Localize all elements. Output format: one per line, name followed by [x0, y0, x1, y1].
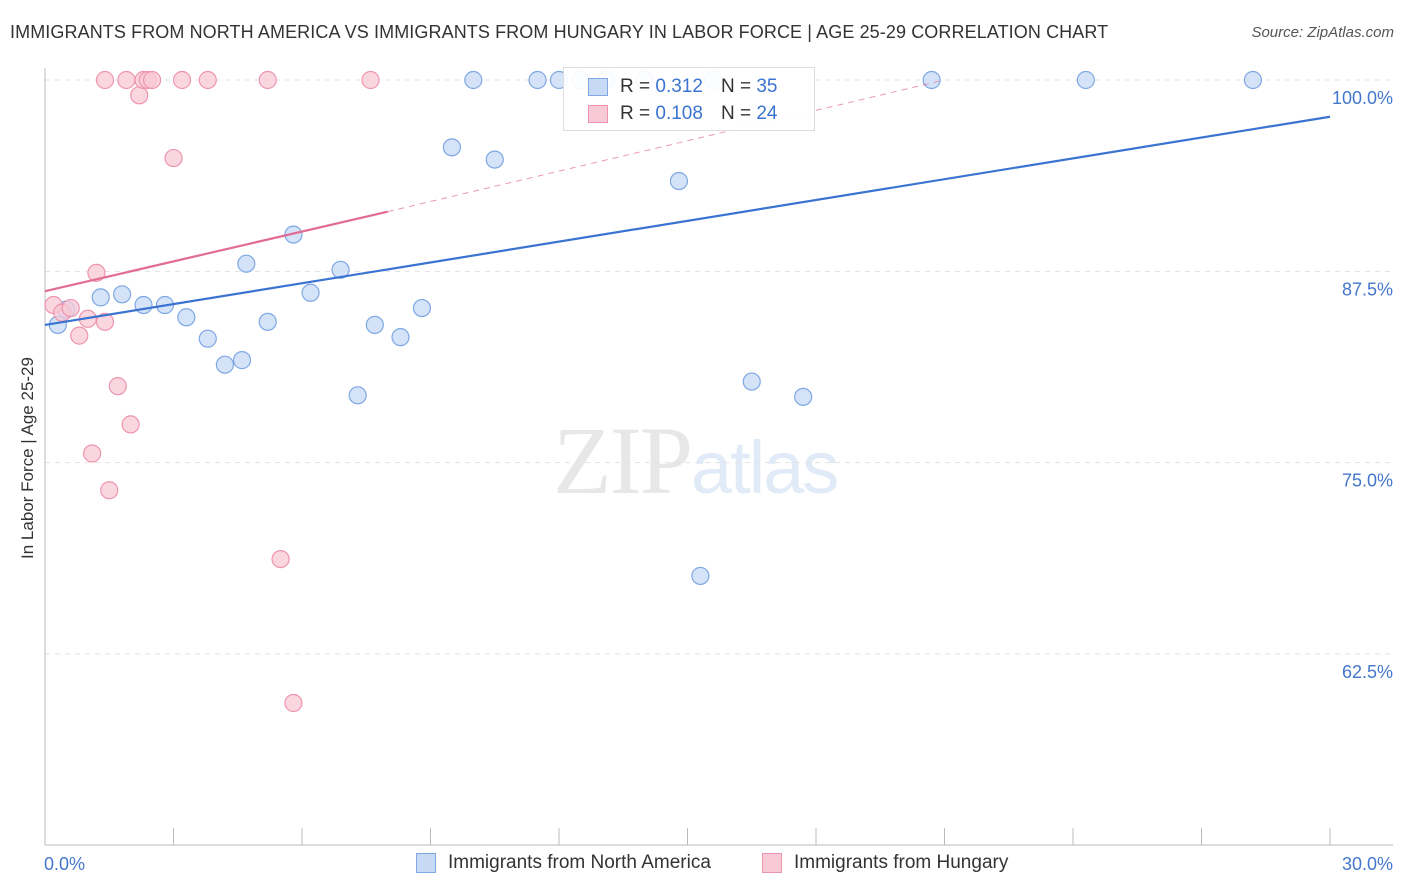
hungary-point: [70, 326, 89, 345]
hungary-point: [130, 86, 149, 105]
north-america-point: [258, 312, 277, 331]
hungary-point: [87, 263, 106, 282]
north-america-point: [301, 283, 320, 302]
y-tick-label: 100.0%: [1332, 88, 1393, 108]
hungary-point: [172, 70, 192, 90]
north-america-point: [1243, 70, 1263, 90]
hungary-point: [95, 70, 115, 90]
north-america-point: [177, 308, 196, 327]
legend-label: Immigrants from Hungary: [794, 852, 1009, 873]
hungary-point: [284, 693, 303, 713]
hungary-point: [142, 70, 162, 90]
north-america-point: [348, 386, 367, 405]
hungary-point: [108, 377, 127, 396]
hungary-point: [258, 70, 277, 90]
north-america-point: [442, 138, 462, 157]
y-tick-label: 75.0%: [1342, 471, 1393, 491]
north-america-point: [365, 315, 384, 335]
legend-r-value: 0.108: [655, 103, 703, 124]
hungary-point: [100, 481, 119, 500]
y-tick-label: 87.5%: [1342, 279, 1393, 299]
legend-n-value: 24: [756, 103, 778, 124]
north-america-point: [198, 329, 217, 348]
watermark: ZIPatlas: [553, 405, 839, 516]
north-america-point: [691, 566, 710, 586]
legend-row-hungary: R = 0.108 N = 24: [588, 101, 777, 127]
north-america-point: [669, 171, 689, 191]
north-america-point: [412, 298, 432, 318]
hungary-point: [61, 298, 80, 318]
north-america-point: [794, 387, 813, 406]
hungary-point: [83, 444, 102, 463]
legend-r-value: 0.312: [655, 76, 703, 97]
legend-item-hungary: Immigrants from Hungary: [762, 852, 1008, 874]
hungary-point: [198, 70, 217, 90]
north-america-point: [464, 70, 483, 90]
hungary-trend-line: [387, 79, 945, 213]
legend-swatch-pink: [588, 105, 608, 123]
hungary-point: [95, 312, 115, 331]
north-america-point: [91, 288, 110, 307]
hungary-point: [121, 415, 140, 434]
north-america-point: [528, 70, 547, 90]
legend-n-label: N =: [720, 103, 752, 124]
north-america-trend-line: [44, 115, 1331, 326]
watermark-atlas: atlas: [691, 426, 839, 509]
north-america-point: [391, 328, 410, 347]
legend-r-label: R =: [620, 103, 651, 124]
legend-swatch-blue: [416, 853, 436, 873]
legend-label: Immigrants from North America: [448, 852, 711, 873]
hungary-trend-line: [44, 210, 388, 293]
north-america-point: [215, 355, 234, 374]
legend-swatch-blue: [588, 78, 608, 96]
hungary-point: [271, 549, 290, 569]
hungary-point: [117, 70, 136, 90]
x-tick-label: 0.0%: [44, 854, 85, 874]
legend-swatch-pink: [762, 853, 782, 873]
watermark-zip: ZIP: [553, 407, 693, 514]
legend-n-value: 35: [756, 76, 778, 97]
chart-title: IMMIGRANTS FROM NORTH AMERICA VS IMMIGRA…: [10, 22, 1109, 42]
correlation-legend: R = 0.312 N = 35 R = 0.108 N = 24: [563, 67, 815, 131]
hungary-point: [361, 70, 380, 90]
north-america-point: [331, 260, 350, 279]
north-america-point: [237, 254, 256, 273]
legend-r-label: R =: [620, 76, 651, 97]
legend-item-north-america: Immigrants from North America: [416, 852, 711, 874]
y-tick-label: 62.5%: [1342, 662, 1393, 682]
north-america-point: [1076, 70, 1095, 90]
series-legend: Immigrants from North America Immigrants…: [0, 852, 1406, 878]
source-label: Source: ZipAtlas.com: [1251, 24, 1394, 41]
north-america-point: [232, 351, 252, 370]
north-america-point: [112, 285, 132, 304]
north-america-point: [742, 372, 761, 391]
hungary-point: [164, 148, 183, 168]
legend-row-north-america: R = 0.312 N = 35: [588, 74, 777, 100]
legend-n-label: N =: [720, 76, 752, 97]
north-america-point: [922, 70, 941, 90]
x-tick-label: 30.0%: [1342, 854, 1393, 874]
north-america-point: [485, 150, 504, 169]
